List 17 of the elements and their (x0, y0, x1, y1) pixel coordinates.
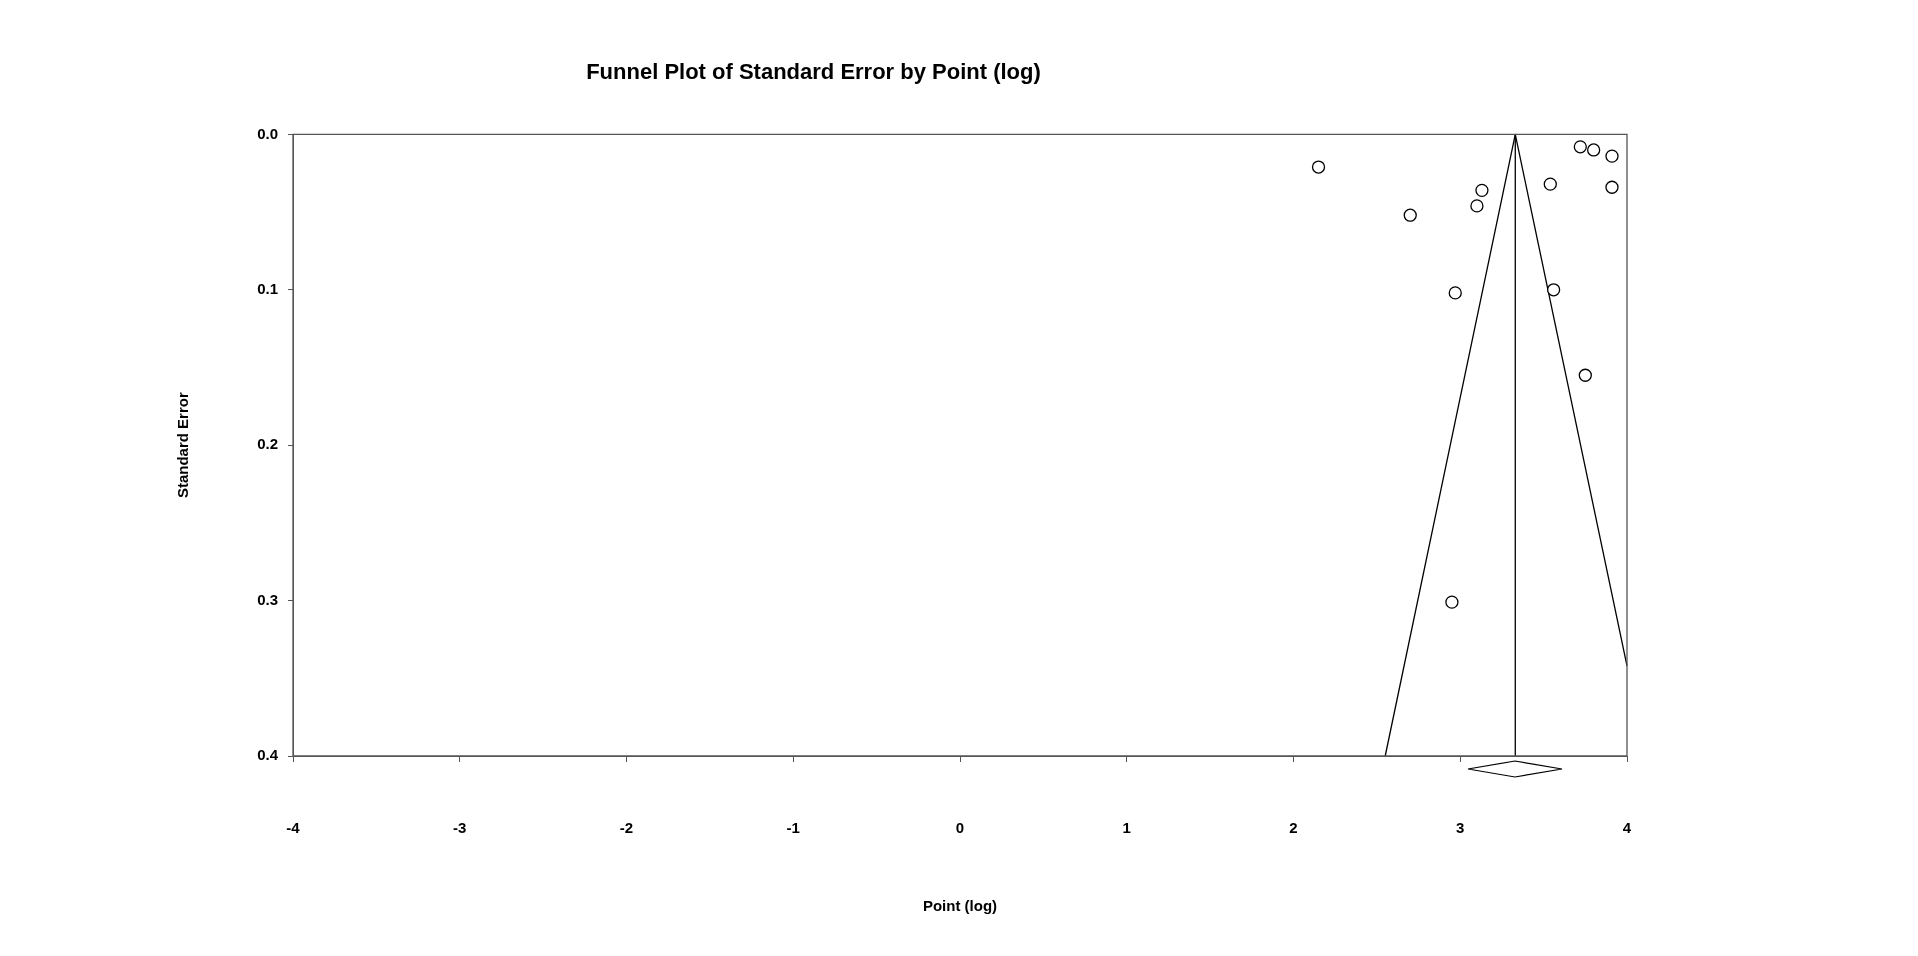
y-tick-label: 0.0 (257, 124, 278, 142)
x-tick-label: 3 (1456, 819, 1465, 837)
x-tick-label: -2 (619, 819, 634, 837)
y-tick-label: 0.2 (257, 435, 278, 453)
x-tick-label: 4 (1622, 819, 1632, 837)
y-tick-label: 0.4 (257, 746, 279, 764)
y-tick-label: 0.1 (257, 279, 278, 297)
x-tick-label: -1 (786, 819, 800, 837)
x-tick-label: -3 (453, 819, 467, 837)
x-tick-label: 1 (1122, 819, 1131, 837)
x-axis-title: Point (log) (922, 897, 998, 915)
y-tick-label: 0.3 (257, 590, 278, 608)
x-tick-label: 0 (955, 819, 965, 837)
chart-title: Funnel Plot of Standard Error by Point (log) (586, 59, 1041, 85)
x-tick-label: 2 (1289, 819, 1298, 837)
x-tick-label: -4 (286, 819, 301, 837)
y-axis-title: Standard Error (174, 392, 192, 499)
